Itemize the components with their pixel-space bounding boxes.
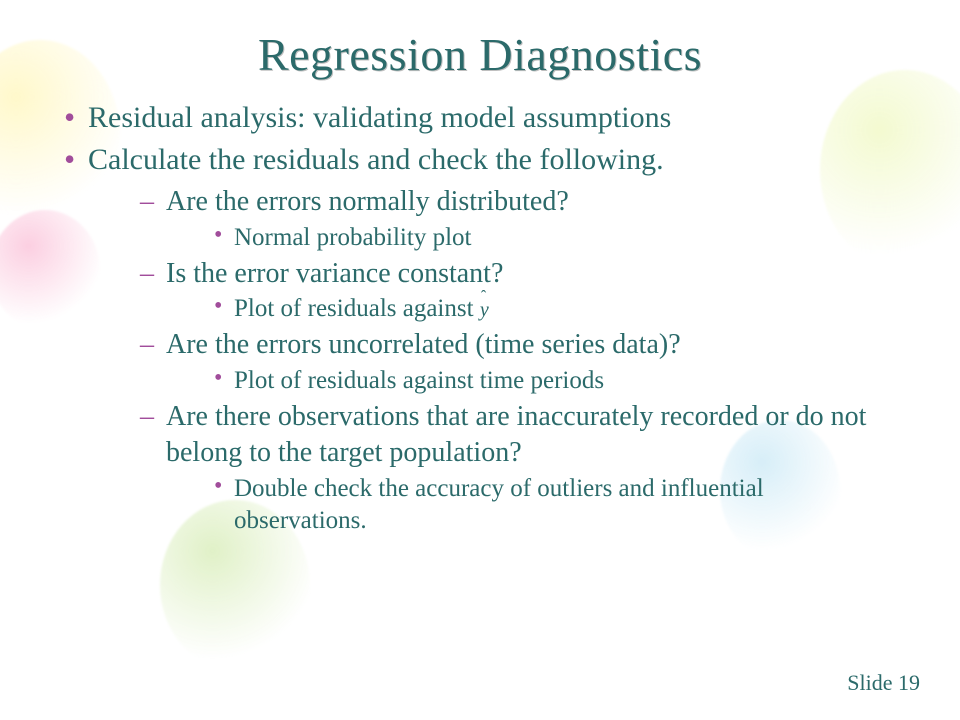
list-item: Normal probability plot bbox=[212, 222, 900, 254]
list-item: Plot of residuals against y bbox=[212, 293, 900, 325]
list-item: Plot of residuals against time periods bbox=[212, 365, 900, 397]
bullet-list: Residual analysis: validating model assu… bbox=[60, 99, 900, 537]
sub-list: Are the errors normally distributed? Nor… bbox=[138, 184, 900, 537]
list-item-text: Plot of residuals against bbox=[234, 295, 480, 322]
list-item-text: Is the error variance constant? bbox=[166, 258, 503, 289]
slide-content: Regression Diagnostics Residual analysis… bbox=[0, 0, 960, 537]
sub-sub-list: Double check the accuracy of outliers an… bbox=[212, 473, 900, 537]
list-item-text: Calculate the residuals and check the fo… bbox=[88, 143, 664, 176]
list-item: Are there observations that are inaccura… bbox=[138, 399, 900, 537]
y-hat-symbol: y bbox=[480, 296, 489, 324]
slide-number: Slide 19 bbox=[847, 670, 920, 696]
sub-sub-list: Plot of residuals against time periods bbox=[212, 365, 900, 397]
list-item-text: Are the errors normally distributed? bbox=[166, 186, 569, 217]
slide-title: Regression Diagnostics bbox=[60, 28, 900, 81]
slide: Regression Diagnostics Residual analysis… bbox=[0, 0, 960, 720]
list-item: Residual analysis: validating model assu… bbox=[60, 99, 900, 137]
list-item: Calculate the residuals and check the fo… bbox=[60, 141, 900, 537]
sub-sub-list: Plot of residuals against y bbox=[212, 293, 900, 325]
list-item: Double check the accuracy of outliers an… bbox=[212, 473, 900, 537]
list-item-text: Are there observations that are inaccura… bbox=[166, 401, 866, 468]
list-item: Is the error variance constant? Plot of … bbox=[138, 256, 900, 326]
list-item: Are the errors uncorrelated (time series… bbox=[138, 327, 900, 397]
list-item: Are the errors normally distributed? Nor… bbox=[138, 184, 900, 254]
sub-sub-list: Normal probability plot bbox=[212, 222, 900, 254]
list-item-text: Are the errors uncorrelated (time series… bbox=[166, 329, 681, 360]
